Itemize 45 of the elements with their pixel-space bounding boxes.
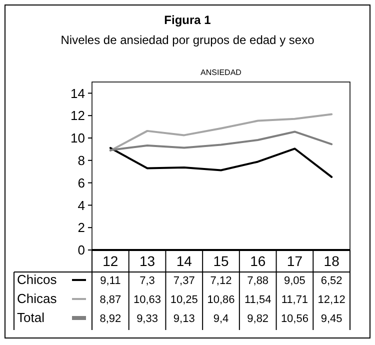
legend-label: Chicos [17,272,58,287]
data-label: 11,71 [281,294,308,306]
x-tick-label: 14 [176,253,192,269]
data-label: 10,56 [280,313,308,325]
chart-title: Figura 1 [164,13,212,27]
data-label: 10,63 [134,294,162,306]
data-label: 8,87 [100,294,122,306]
data-label: 9,05 [284,275,306,287]
line-series [109,130,333,152]
chart-subtitle: Niveles de ansiedad por grupos de edad y sexo [60,33,315,47]
data-label: 11,54 [244,294,272,306]
y-tick-label: 6 [78,175,85,190]
line-series [109,113,333,152]
legend-label: Total [17,310,45,325]
data-label: 9,33 [136,313,158,325]
data-label: 6,52 [320,275,342,287]
data-label: 10,25 [170,294,198,306]
line-series [109,146,333,178]
data-label: 7,3 [140,275,155,287]
y-tick-label: 10 [70,130,85,146]
data-label: 9,82 [247,313,269,325]
data-label: 7,12 [210,275,232,287]
x-tick-label: 13 [139,253,156,269]
data-label: 9,4 [213,313,229,325]
y-tick-label: 0 [78,242,85,258]
x-tick-label: 18 [324,253,340,269]
x-tick-label: 15 [213,253,229,269]
y-tick-label: 8 [78,152,85,168]
data-label: 12,12 [318,294,346,306]
text: ANSIEDAD [200,68,242,77]
x-tick-label: 17 [286,253,303,269]
data-label: 9,45 [320,313,342,325]
y-tick-label: 12 [70,108,85,124]
data-label: 9,13 [173,313,195,325]
data-label: 10,86 [207,294,235,306]
y-tick-label: 14 [70,86,85,101]
y-tick-label: 2 [78,220,85,236]
data-label: 9,11 [100,275,121,287]
data-label: 7,37 [173,275,195,287]
data-label: 8,92 [100,313,122,325]
x-tick-label: 16 [250,253,266,269]
x-tick-label: 12 [102,253,118,269]
y-tick-label: 4 [78,198,85,213]
legend-label: Chicas [17,291,58,306]
data-label: 7,88 [247,275,269,287]
